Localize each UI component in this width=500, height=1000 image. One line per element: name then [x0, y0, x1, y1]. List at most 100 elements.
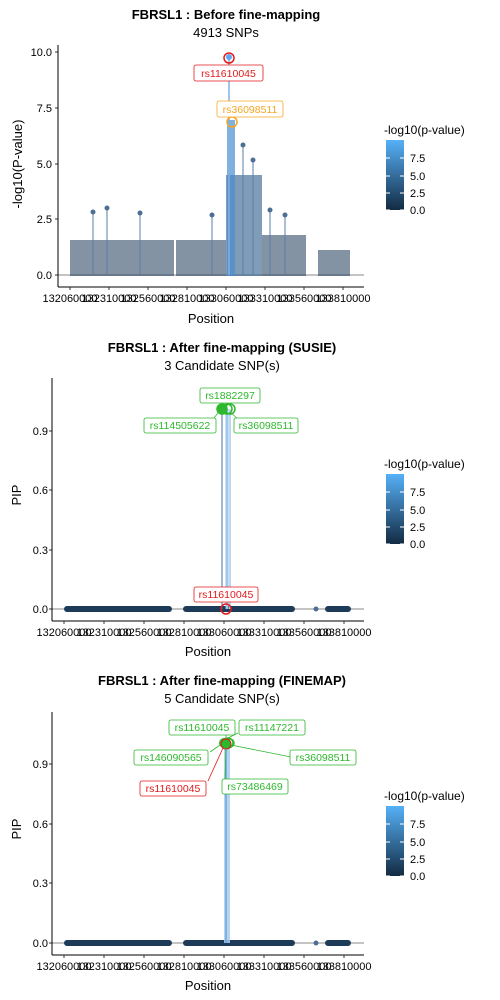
chart-title: FBRSL1 : Before fine-mapping — [132, 7, 321, 22]
x-tick-labels: 132060000 132310000 132560000 132810000 … — [42, 293, 370, 305]
legend-title: -log10(p-value) — [384, 789, 465, 803]
snp-point — [282, 212, 288, 218]
snp-band-1 — [70, 240, 174, 276]
legend-tick-label: 5.0 — [410, 171, 425, 183]
point-label: rs36098511 — [296, 752, 351, 764]
x-tick-label: 132310000 — [76, 961, 131, 973]
y-tick-label: 0.9 — [33, 759, 48, 771]
point-label: rs73486469 — [227, 781, 283, 793]
legend-tick-label: 0.0 — [410, 539, 425, 551]
snp-points — [64, 409, 351, 612]
x-tick-label: 133060000 — [196, 627, 251, 639]
legend-colorbar — [386, 806, 404, 876]
y-axis-label: -log10(P-value) — [10, 120, 25, 209]
snp-point — [90, 209, 96, 215]
snp-band-3 — [325, 606, 351, 612]
legend-tick-label: 0.0 — [410, 205, 425, 217]
chart-subtitle: 4913 SNPs — [193, 25, 259, 40]
y-tick-label: 0.0 — [33, 938, 48, 950]
point-label: rs11610045 — [201, 68, 256, 80]
legend-colorbar — [386, 140, 404, 210]
y-tick-label: 2.5 — [37, 214, 52, 226]
y-tick-label: 0.6 — [33, 819, 48, 831]
legend-title: -log10(p-value) — [384, 457, 465, 471]
panel-finemap: FBRSL1 : After fine-mapping (FINEMAP) 5 … — [9, 673, 465, 993]
label-rs114505622: rs114505622 — [143, 417, 217, 434]
chart-title: FBRSL1 : After fine-mapping (FINEMAP) — [98, 673, 346, 688]
x-tick-labels: 132060000 132310000 132560000 132810000 … — [36, 961, 371, 973]
x-tick-label: 133310000 — [236, 627, 291, 639]
x-tick-label: 132810000 — [156, 627, 211, 639]
x-tick-label: 132310000 — [76, 627, 131, 639]
legend-tick-label: 2.5 — [410, 854, 425, 866]
label-rs36098511: rs36098511 — [289, 749, 357, 766]
x-tick-label: 133810000 — [315, 293, 370, 305]
snp-band-1 — [64, 606, 172, 612]
label-rs11610045: rs11610045 — [193, 586, 259, 603]
y-tick-label: 0.6 — [33, 485, 48, 497]
y-tick-label: 10.0 — [31, 47, 52, 59]
point-label: rs36098511 — [239, 420, 294, 432]
x-tick-label: 133560000 — [276, 627, 331, 639]
snp-point — [267, 207, 273, 213]
color-legend: -log10(p-value) 0.0 2.5 5.0 7.5 — [384, 457, 465, 551]
y-tick-label: 0.9 — [33, 426, 48, 438]
snp-band-2 — [176, 240, 226, 276]
candidate-points — [216, 403, 236, 415]
chart-title: FBRSL1 : After fine-mapping (SUSIE) — [108, 340, 336, 355]
label-rs73486469: rs73486469 — [221, 778, 289, 795]
snp-points — [64, 743, 351, 946]
x-tick-label: 133060000 — [196, 961, 251, 973]
snp-band-2 — [183, 606, 295, 612]
x-tick-label: 133060000 — [198, 293, 253, 305]
panel-before-finemapping: FBRSL1 : Before fine-mapping 4913 SNPs 0… — [10, 7, 465, 326]
snp-band-5 — [318, 250, 350, 276]
label-rs11610045: rs11610045 — [139, 780, 207, 797]
snp-peak-column — [227, 120, 235, 276]
y-tick-label: 0.3 — [33, 878, 48, 890]
x-ticks — [63, 621, 345, 624]
panel-susie: FBRSL1 : After fine-mapping (SUSIE) 3 Ca… — [9, 340, 465, 659]
legend-tick-label: 7.5 — [410, 153, 425, 165]
axes — [51, 712, 364, 956]
x-tick-label: 132060000 — [36, 627, 91, 639]
chart-subtitle: 5 Candidate SNP(s) — [164, 691, 280, 706]
snp-band-1 — [64, 940, 172, 946]
y-tick-label: 0.0 — [37, 270, 52, 282]
y-axis-label: PIP — [9, 485, 24, 506]
label-rs1882297: rs1882297 — [199, 387, 261, 404]
y-tick-labels: 0.0 0.3 0.6 0.9 — [33, 426, 48, 616]
x-tick-label: 133810000 — [316, 961, 371, 973]
y-tick-labels: 0.0 2.5 5.0 7.5 10.0 — [31, 47, 52, 282]
snp-point — [137, 210, 143, 216]
legend-colorbar — [386, 474, 404, 544]
highlight-ring-rs11610045 — [223, 52, 235, 64]
legend-tick-label: 7.5 — [410, 487, 425, 499]
label-rs11610045: rs11610045 — [193, 64, 264, 82]
y-tick-label: 0.3 — [33, 545, 48, 557]
x-axis-label: Position — [185, 644, 231, 659]
pip-column — [224, 743, 230, 943]
snp-band-3 — [325, 940, 351, 946]
point-label: rs11610045 — [175, 722, 230, 734]
snp-point — [240, 142, 246, 148]
axes — [51, 378, 364, 622]
x-ticks — [69, 287, 344, 290]
y-axis-label: PIP — [9, 819, 24, 840]
point-label: rs11610045 — [199, 589, 254, 601]
x-tick-label: 132560000 — [120, 293, 175, 305]
point-label: rs11610045 — [146, 783, 201, 795]
snp-point — [209, 212, 215, 218]
legend-tick-label: 2.5 — [410, 522, 425, 534]
chart-subtitle: 3 Candidate SNP(s) — [164, 358, 280, 373]
legend-tick-label: 5.0 — [410, 837, 425, 849]
point-label: rs11147221 — [245, 722, 299, 734]
point-label: rs36098511 — [223, 104, 278, 116]
snp-points — [70, 54, 350, 276]
x-tick-label: 133810000 — [316, 627, 371, 639]
y-tick-label: 0.0 — [33, 604, 48, 616]
snp-point — [250, 157, 256, 163]
point-label: rs146090565 — [140, 752, 201, 764]
x-ticks — [63, 955, 345, 958]
